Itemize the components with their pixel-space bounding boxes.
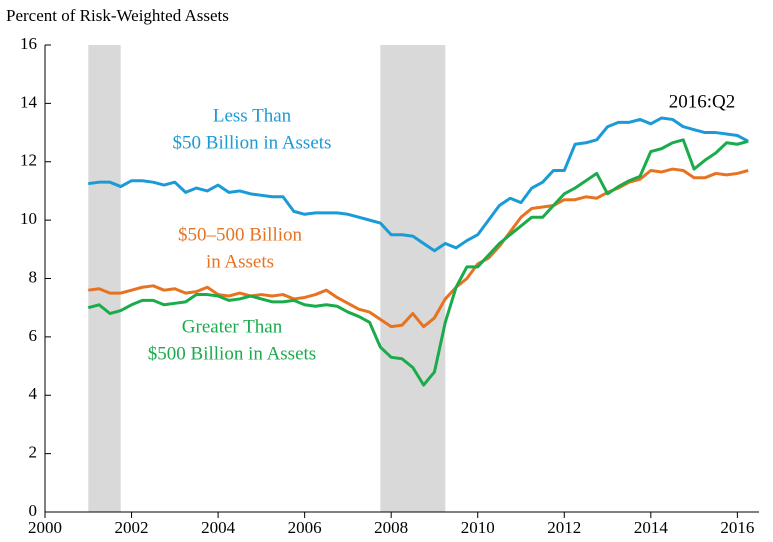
x-tick-label: 2016	[720, 518, 754, 537]
annotation: $50 Billion in Assets	[173, 132, 332, 153]
series-line	[87, 138, 749, 387]
annotation: $500 Billion in Assets	[148, 343, 316, 364]
y-tick-label: 14	[20, 92, 38, 111]
annotation: Greater Than	[182, 316, 283, 337]
series-line	[88, 116, 749, 253]
y-tick-label: 8	[29, 267, 38, 286]
y-tick-label: 0	[29, 501, 38, 520]
annotation: Less Than	[213, 105, 292, 126]
x-tick-label: 2000	[28, 518, 62, 537]
x-tick-label: 2006	[288, 518, 322, 537]
y-tick-label: 16	[20, 34, 37, 53]
annotation: in Assets	[206, 251, 274, 272]
y-tick-label: 10	[20, 209, 37, 228]
x-tick-label: 2014	[634, 518, 669, 537]
x-tick-label: 2008	[374, 518, 408, 537]
annotation: 2016:Q2	[669, 91, 736, 112]
x-tick-label: 2004	[201, 518, 236, 537]
recession-shade	[88, 45, 121, 512]
x-tick-label: 2002	[115, 518, 149, 537]
x-tick-label: 2010	[461, 518, 495, 537]
recession-shade	[380, 45, 446, 512]
y-tick-label: 2	[29, 443, 38, 462]
y-tick-label: 12	[20, 151, 37, 170]
y-axis-label: Percent of Risk-Weighted Assets	[6, 6, 229, 25]
y-tick-label: 4	[29, 384, 38, 403]
series-line	[88, 167, 749, 329]
x-tick-label: 2012	[547, 518, 581, 537]
y-tick-label: 6	[29, 326, 38, 345]
annotation: $50–500 Billion	[178, 224, 303, 245]
